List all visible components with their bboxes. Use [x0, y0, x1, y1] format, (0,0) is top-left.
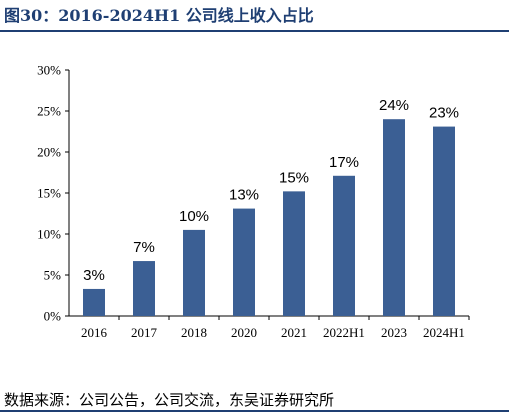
data-label: 23% [429, 105, 459, 122]
bar-chart: 0%5%10%15%20%25%30% 20163%20177%201810%2… [37, 63, 470, 340]
chart-title: 图30：2016-2024H1 公司线上收入占比 [4, 6, 314, 25]
x-tick-label: 2023 [381, 325, 407, 340]
bar [133, 261, 155, 316]
bottom-divider [0, 410, 509, 412]
x-tick-label: 2016 [81, 325, 108, 340]
x-tick-label: 2018 [181, 325, 207, 340]
chart-labels: 2016 3% 2017 7% 2018 10% 2020 13% 2021 15% 2022H1 1… [81, 97, 465, 340]
x-tick-label: 2017 [131, 325, 158, 340]
bar [383, 119, 405, 316]
source-note: 数据来源：公司公告，公司交流，东吴证券研究所 [4, 391, 335, 409]
bar [183, 229, 205, 316]
data-label: 7% [133, 239, 155, 256]
title-divider [0, 30, 509, 32]
data-label: 3% [83, 267, 105, 284]
x-tick-label: 2022H1 [323, 325, 365, 340]
data-label: 13% [229, 187, 259, 204]
y-tick-label: 25% [37, 104, 61, 119]
chart-bars [83, 119, 455, 316]
data-label: 10% [179, 208, 209, 225]
bar [233, 208, 255, 316]
y-tick-label: 5% [44, 268, 62, 283]
bar [333, 175, 355, 316]
data-label: 24% [379, 97, 409, 114]
y-tick-label: 0% [44, 309, 62, 324]
y-tick-label: 15% [37, 186, 61, 201]
x-tick-label: 2021 [281, 325, 307, 340]
y-tick-label: 10% [37, 227, 61, 242]
y-tick-label: 30% [37, 63, 61, 78]
bar [83, 288, 105, 316]
bar [433, 126, 455, 316]
data-label: 17% [329, 154, 359, 171]
bar [283, 191, 305, 316]
x-tick-label: 2024H1 [423, 325, 465, 340]
y-tick-label: 20% [37, 145, 61, 160]
x-tick-label: 2020 [231, 325, 257, 340]
data-label: 15% [279, 169, 309, 186]
